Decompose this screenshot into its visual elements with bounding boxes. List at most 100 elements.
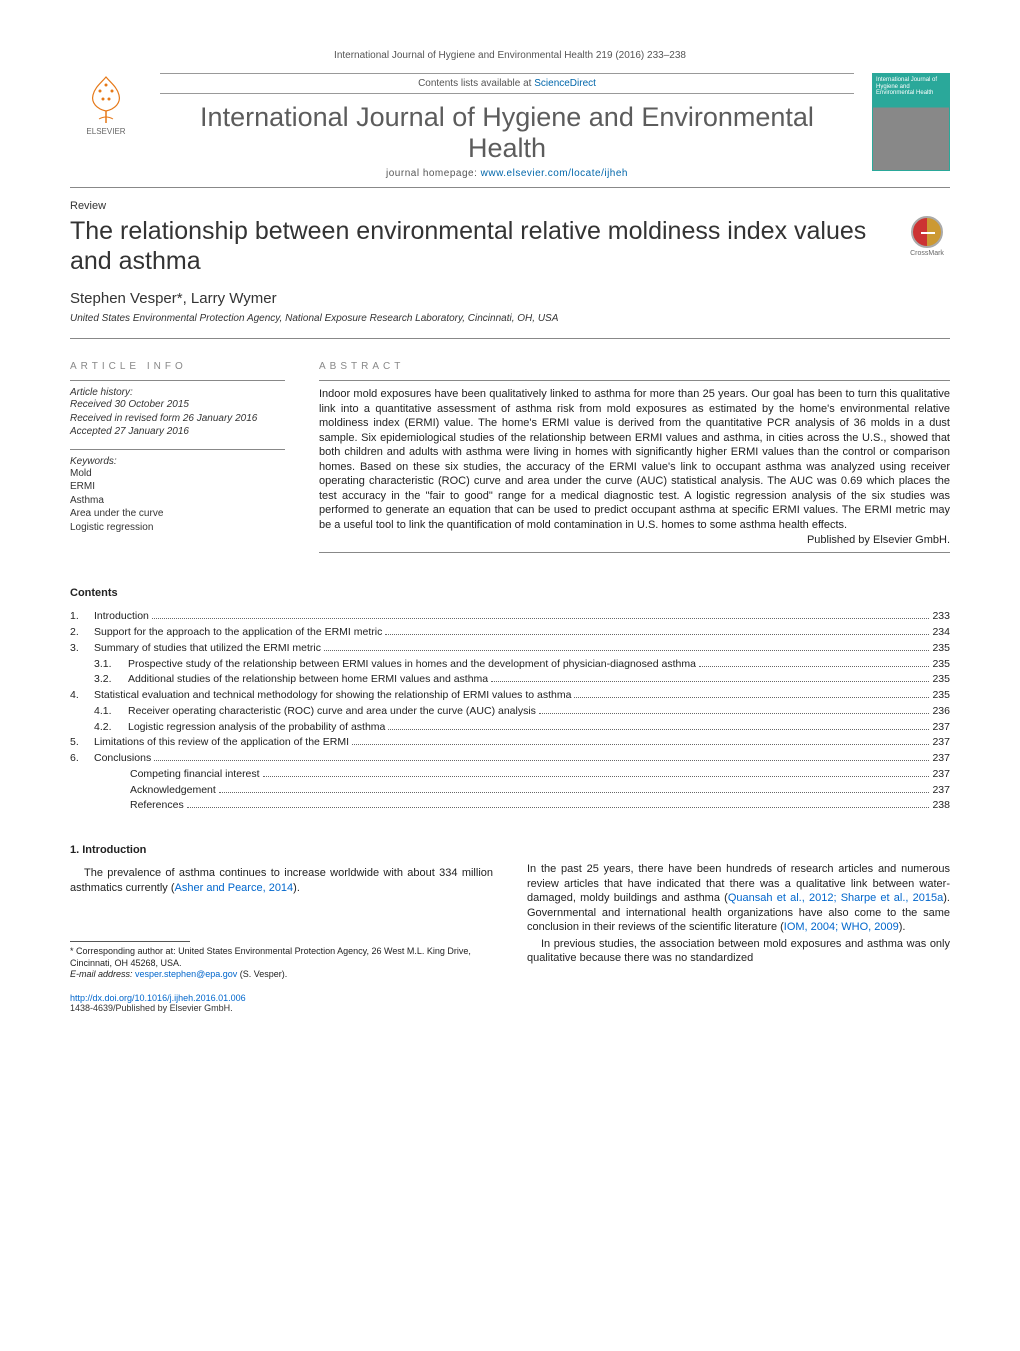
email-label: E-mail address: xyxy=(70,969,135,979)
article-info-label: article info xyxy=(70,361,285,372)
toc-row: 2.Support for the approach to the applic… xyxy=(70,625,950,641)
keyword: ERMI xyxy=(70,480,285,494)
corresponding-author: * Corresponding author at: United States… xyxy=(70,946,493,969)
intro-para-right-2: In previous studies, the association bet… xyxy=(527,937,950,966)
contents-available: Contents lists available at ScienceDirec… xyxy=(160,73,854,94)
homepage-link[interactable]: www.elsevier.com/locate/ijheh xyxy=(481,168,628,179)
journal-title: International Journal of Hygiene and Env… xyxy=(160,102,854,164)
toc-page: 235 xyxy=(932,657,950,673)
doi-link[interactable]: http://dx.doi.org/10.1016/j.ijheh.2016.0… xyxy=(70,993,493,1003)
toc-num: 6. xyxy=(70,751,94,767)
info-divider xyxy=(70,380,285,381)
affiliation: United States Environmental Protection A… xyxy=(70,313,950,324)
toc-label: Receiver operating characteristic (ROC) … xyxy=(128,704,536,720)
toc-num: 2. xyxy=(70,625,94,641)
toc-label: References xyxy=(94,798,184,814)
toc-label: Limitations of this review of the applic… xyxy=(94,735,349,751)
homepage-label: journal homepage: xyxy=(386,168,481,179)
toc-page: 235 xyxy=(932,672,950,688)
toc-page: 237 xyxy=(932,767,950,783)
abstract-publisher: Published by Elsevier GmbH. xyxy=(319,534,950,546)
elsevier-label: ELSEVIER xyxy=(86,127,125,136)
toc-page: 235 xyxy=(932,688,950,704)
issn-copyright: 1438-4639/Published by Elsevier GmbH. xyxy=(70,1003,493,1013)
elsevier-tree-icon xyxy=(83,73,129,125)
toc-label: Prospective study of the relationship be… xyxy=(128,657,696,673)
keyword: Asthma xyxy=(70,494,285,508)
toc-label: Statistical evaluation and technical met… xyxy=(94,688,571,704)
toc-row: 3.1.Prospective study of the relationshi… xyxy=(70,657,950,673)
section-1-heading: 1. Introduction xyxy=(70,844,493,856)
email-link[interactable]: vesper.stephen@epa.gov xyxy=(135,969,237,979)
toc-label: Conclusions xyxy=(94,751,151,767)
email-name: (S. Vesper). xyxy=(237,969,287,979)
sciencedirect-link[interactable]: ScienceDirect xyxy=(534,78,596,89)
intro-para-left: The prevalence of asthma continues to in… xyxy=(70,866,493,895)
toc-page: 236 xyxy=(932,704,950,720)
toc-page: 234 xyxy=(932,625,950,641)
keyword: Mold xyxy=(70,467,285,481)
toc-num: 3. xyxy=(70,641,94,657)
ref-asher-pearce[interactable]: Asher and Pearce, 2014 xyxy=(175,882,294,894)
toc-page: 237 xyxy=(932,735,950,751)
masthead: ELSEVIER Contents lists available at Sci… xyxy=(70,73,950,179)
toc-row: 4.2.Logistic regression analysis of the … xyxy=(70,720,950,736)
crossmark-badge[interactable]: CrossMark xyxy=(904,216,950,262)
authors: Stephen Vesper*, Larry Wymer xyxy=(70,290,950,307)
abstract-text: Indoor mold exposures have been qualitat… xyxy=(319,387,950,532)
toc-row: 6.Conclusions237 xyxy=(70,751,950,767)
toc-row: 4.Statistical evaluation and technical m… xyxy=(70,688,950,704)
toc-num: 3.1. xyxy=(94,657,128,673)
toc-page: 233 xyxy=(932,609,950,625)
toc-num: 4. xyxy=(70,688,94,704)
journal-cover-thumbnail: International Journal of Hygiene and Env… xyxy=(872,73,950,171)
intro-text-end: ). xyxy=(293,882,300,894)
history-label: Article history: xyxy=(70,387,285,398)
elsevier-logo: ELSEVIER xyxy=(70,73,142,155)
toc-label: Logistic regression analysis of the prob… xyxy=(128,720,385,736)
toc-label: Acknowledgement xyxy=(94,783,216,799)
toc-num: 5. xyxy=(70,735,94,751)
toc-row: 4.1.Receiver operating characteristic (R… xyxy=(70,704,950,720)
toc-page: 237 xyxy=(932,720,950,736)
toc-label: Summary of studies that utilized the ERM… xyxy=(94,641,321,657)
article-title: The relationship between environmental r… xyxy=(70,216,886,276)
header-divider xyxy=(70,187,950,188)
abstract-bottom-divider xyxy=(319,552,950,553)
journal-homepage: journal homepage: www.elsevier.com/locat… xyxy=(160,168,854,179)
toc-row: 3.Summary of studies that utilized the E… xyxy=(70,641,950,657)
toc-label: Additional studies of the relationship b… xyxy=(128,672,488,688)
toc-num: 1. xyxy=(70,609,94,625)
keyword: Logistic regression xyxy=(70,521,285,535)
table-of-contents: 1.Introduction2332.Support for the appro… xyxy=(70,609,950,814)
ref-iom-who[interactable]: IOM, 2004; WHO, 2009 xyxy=(784,921,899,933)
abstract-label: abstract xyxy=(319,361,950,372)
toc-label: Support for the approach to the applicat… xyxy=(94,625,382,641)
toc-row: 5.Limitations of this review of the appl… xyxy=(70,735,950,751)
toc-row: Acknowledgement 237 xyxy=(70,783,950,799)
revised-date: Received in revised form 26 January 2016 xyxy=(70,412,285,426)
running-head: International Journal of Hygiene and Env… xyxy=(70,50,950,61)
toc-page: 235 xyxy=(932,641,950,657)
crossmark-icon xyxy=(911,216,943,248)
email-footnote: E-mail address: vesper.stephen@epa.gov (… xyxy=(70,969,493,981)
toc-row: Competing financial interest 237 xyxy=(70,767,950,783)
abstract-divider xyxy=(319,380,950,381)
keywords-label: Keywords: xyxy=(70,456,285,467)
ref-quansah-sharpe[interactable]: Quansah et al., 2012; Sharpe et al., 201… xyxy=(728,892,943,904)
toc-num: 4.2. xyxy=(94,720,128,736)
keyword: Area under the curve xyxy=(70,507,285,521)
footnote-divider xyxy=(70,941,190,942)
article-type: Review xyxy=(70,200,950,212)
cover-text: International Journal of Hygiene and Env… xyxy=(873,74,949,100)
toc-page: 237 xyxy=(932,783,950,799)
contents-heading: Contents xyxy=(70,587,950,599)
crossmark-label: CrossMark xyxy=(904,250,950,257)
toc-label: Competing financial interest xyxy=(94,767,260,783)
toc-page: 238 xyxy=(932,798,950,814)
toc-label: Introduction xyxy=(94,609,149,625)
toc-row: 1.Introduction 233 xyxy=(70,609,950,625)
received-date: Received 30 October 2015 xyxy=(70,398,285,412)
toc-num: 4.1. xyxy=(94,704,128,720)
contents-available-text: Contents lists available at xyxy=(418,78,534,89)
